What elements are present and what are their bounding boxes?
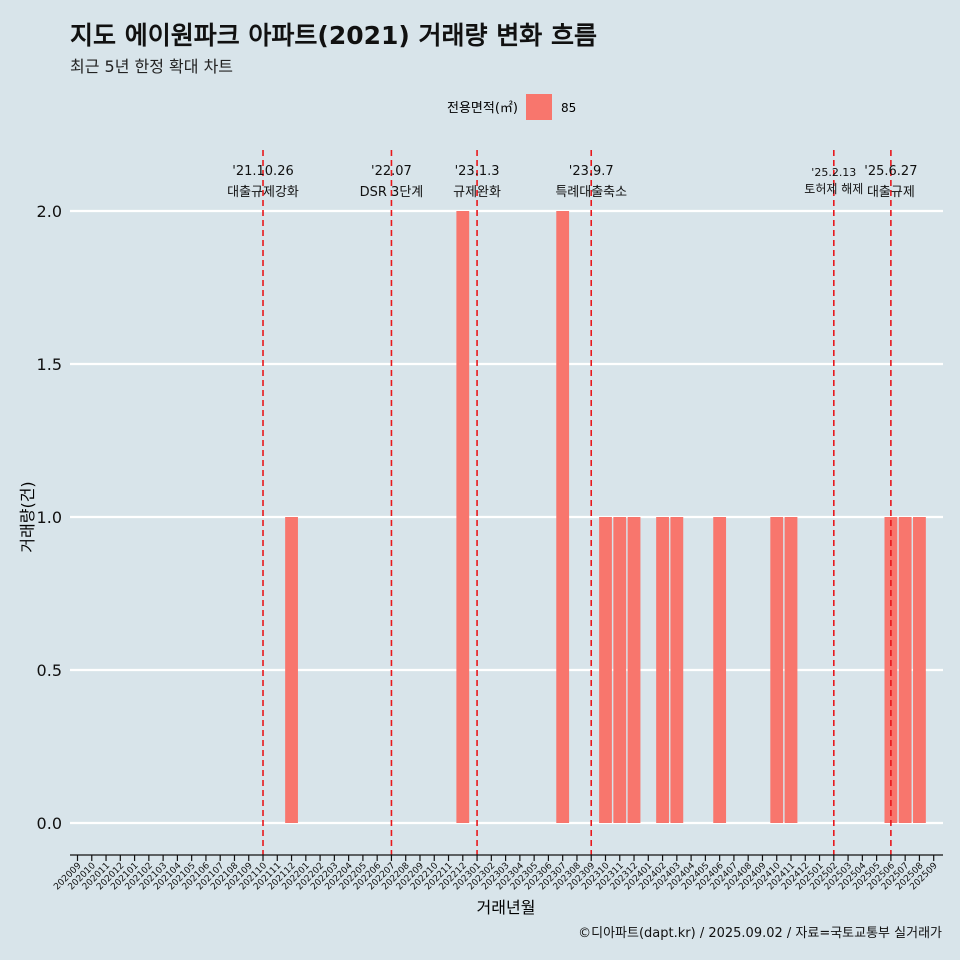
- event-lines: '21.10.26 대출규제강화 '22.07 DSR 3단계 '23.1.3 규제완화 '…: [227, 150, 917, 855]
- bar: [656, 517, 669, 823]
- bar: [613, 517, 627, 823]
- y-tick-label: 0.0: [37, 814, 62, 833]
- bar: [556, 211, 570, 823]
- x-axis-title: 거래년월: [477, 898, 536, 917]
- chart-title: 지도 에이원파크 아파트(2021) 거래량 변화 흐름: [70, 21, 597, 50]
- y-tick-labels: 0.0 0.5 1.0 1.5 2.0: [37, 202, 62, 833]
- legend-key: [526, 94, 552, 120]
- bar: [285, 517, 298, 823]
- event-date: '25.2.13: [811, 166, 856, 179]
- bar: [456, 211, 470, 823]
- event-label: 토허제 해제: [804, 182, 863, 196]
- x-axis: 2020092020102020112020122021012021022021…: [52, 854, 943, 892]
- event-date: '23.9.7: [569, 164, 614, 179]
- event-label: 대출규제: [867, 185, 915, 200]
- event-label: DSR 3단계: [360, 185, 424, 200]
- bar: [898, 517, 912, 823]
- bar: [670, 517, 684, 823]
- bar: [770, 517, 784, 823]
- bar: [784, 517, 798, 823]
- bar: [599, 517, 612, 823]
- event-label: 특례대출축소: [555, 185, 627, 200]
- bar: [627, 517, 641, 823]
- event-date: '22.07: [371, 164, 412, 179]
- source-caption: ©디아파트(dapt.kr) / 2025.09.02 / 자료=국토교통부 실…: [578, 926, 942, 941]
- event-date: '21.10.26: [232, 164, 293, 179]
- event-label: 규제완화: [453, 185, 501, 200]
- bars: [285, 211, 926, 823]
- y-tick-label: 1.5: [37, 355, 62, 374]
- legend-label: 85: [561, 101, 576, 115]
- y-tick-label: 1.0: [37, 508, 62, 527]
- event-label: 대출규제강화: [227, 185, 299, 200]
- y-tick-label: 2.0: [37, 202, 62, 221]
- event-date: '25.6.27: [864, 164, 917, 179]
- legend: 전용면적(㎡) 85: [447, 94, 576, 120]
- legend-title: 전용면적(㎡): [447, 101, 518, 116]
- y-tick-label: 0.5: [37, 661, 62, 680]
- chart-subtitle: 최근 5년 한정 확대 차트: [70, 57, 234, 76]
- bar: [713, 517, 727, 823]
- event-date: '23.1.3: [455, 164, 500, 179]
- bar: [913, 517, 926, 823]
- grid-lines: [70, 209, 943, 825]
- y-axis-title: 거래량(건): [18, 481, 37, 552]
